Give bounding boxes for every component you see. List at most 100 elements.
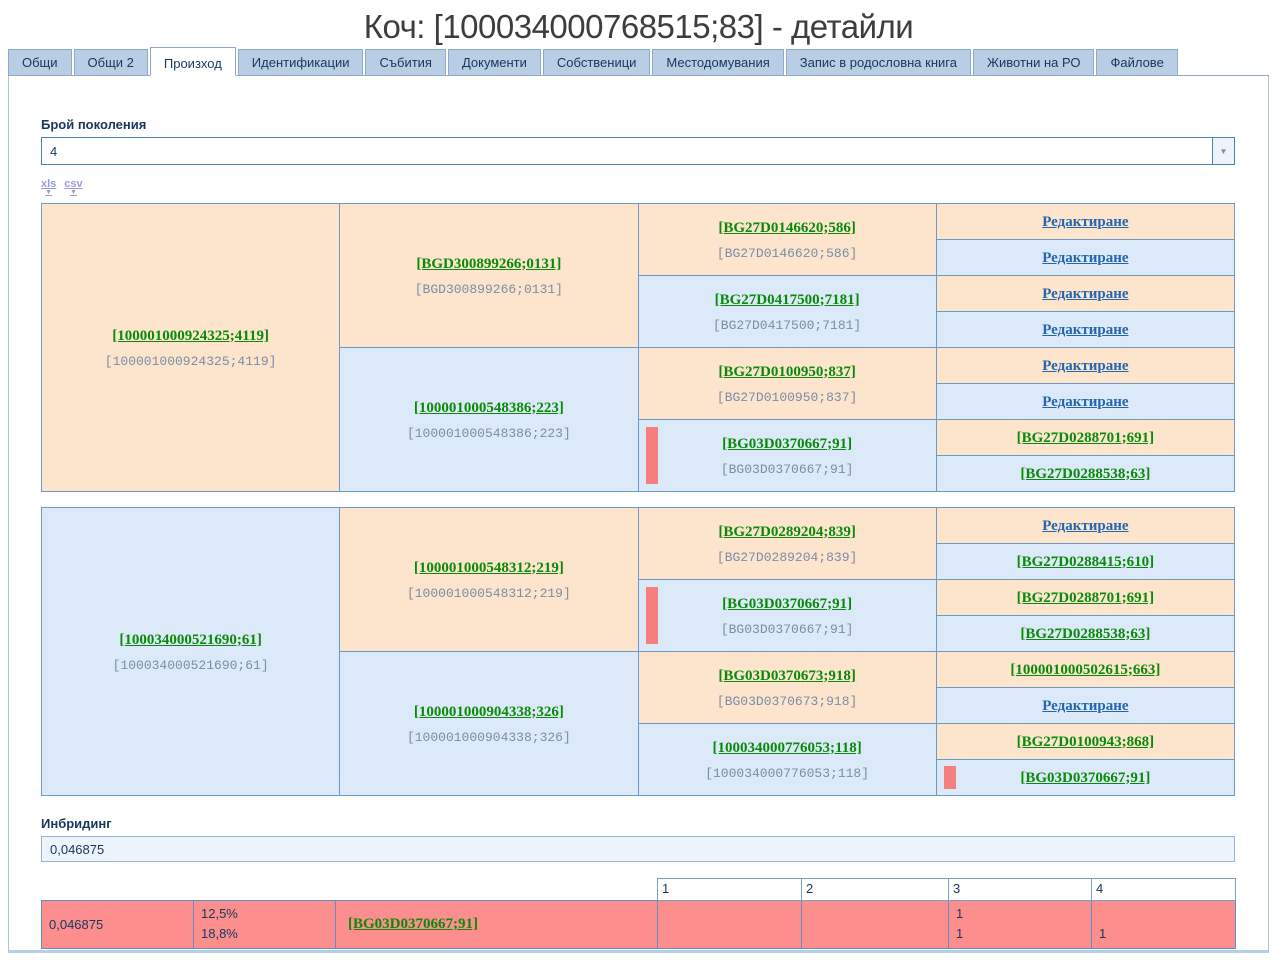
generation-count-cell: 1 1	[948, 900, 1092, 949]
tab-obshti[interactable]: Общи	[8, 49, 72, 75]
pedigree-cell-gen4: Редактиране	[935, 687, 1236, 724]
pedigree-table-dam: [100034000521690;61] [100034000521690;61…	[40, 507, 1236, 796]
generations-select-button[interactable]: ▼	[1213, 137, 1235, 165]
download-arrow-icon: ▼	[70, 189, 77, 196]
animal-link[interactable]: [100001000924325;4119]	[112, 327, 269, 344]
animal-code-sub: [BG03D0370673;918]	[716, 693, 858, 709]
pedigree-cell-dam: [100034000521690;61] [100034000521690;61…	[40, 507, 341, 796]
export-xls-link[interactable]: xls ▼	[41, 179, 56, 201]
animal-link[interactable]: [BG03D0370667;91]	[1020, 769, 1151, 786]
edit-link[interactable]: Редактиране	[1042, 213, 1129, 230]
animal-link[interactable]: [BGD300899266;0131]	[416, 255, 562, 272]
animal-code-sub: [100001000904338;326]	[406, 729, 571, 745]
animal-link[interactable]: [100034000776053;118]	[712, 739, 862, 756]
tab-sobstvenici[interactable]: Собственици	[542, 49, 651, 75]
generation-header: 3	[948, 878, 1092, 901]
tab-identifikacii[interactable]: Идентификации	[237, 49, 364, 75]
page-title: Коч: [100034000768515;83] - детайли	[363, 8, 914, 45]
chevron-down-icon: ▼	[1219, 146, 1228, 156]
inbreeding-value-field[interactable]: 0,046875	[41, 836, 1235, 862]
tab-obshti-2[interactable]: Общи 2	[73, 49, 148, 75]
tab-zapis-rodoslovna-kniga[interactable]: Запис в родословна книга	[785, 49, 971, 75]
animal-code-sub: [100001000924325;4119]	[104, 353, 277, 369]
animal-code-sub: [BG27D0417500;7181]	[713, 317, 862, 333]
tab-mestodomuvaniya[interactable]: Местодомувания	[652, 49, 784, 75]
pedigree-cell-gen4: Редактиране	[935, 275, 1236, 312]
edit-link[interactable]: Редактиране	[1042, 249, 1129, 266]
pedigree-cell-gen3: [BG27D0417500;7181] [BG27D0417500;7181]	[637, 275, 937, 348]
tab-dokumenti[interactable]: Документи	[447, 49, 541, 75]
tab-failove[interactable]: Файлове	[1096, 49, 1178, 75]
animal-link[interactable]: [BG03D0370673;918]	[718, 667, 856, 684]
pedigree-cell-gen3: [BG27D0146620;586] [BG27D0146620;586]	[637, 203, 937, 276]
animal-code-sub: [BG27D0100950;837]	[716, 389, 858, 405]
pedigree-cell-gen4: [BG27D0288701;691]	[935, 579, 1236, 616]
generation-count-cell: 1	[1091, 900, 1236, 949]
pedigree-cell-gen3: [BG03D0370673;918] [BG03D0370673;918]	[637, 651, 937, 724]
edit-link[interactable]: Редактиране	[1042, 321, 1129, 338]
animal-link[interactable]: [100034000521690;61]	[119, 631, 262, 648]
tab-content-panel: Брой поколения 4 ▼ xls ▼ csv ▼ [10000100…	[8, 76, 1269, 953]
header-spacer	[194, 879, 336, 901]
animal-link[interactable]: [BG27D0100950;837]	[718, 363, 856, 380]
inbreeding-percents: 12,5% 18,8%	[193, 900, 336, 949]
animal-link[interactable]: [BG27D0146620;586]	[718, 219, 856, 236]
tab-proizhod[interactable]: Произход	[149, 47, 236, 76]
inbreeding-coefficient: 0,046875	[41, 900, 194, 949]
pedigree-cell-gen4: [BG03D0370667;91]	[935, 759, 1236, 796]
generation-header: 4	[1091, 878, 1236, 901]
edit-link[interactable]: Редактиране	[1042, 393, 1129, 410]
export-csv-label: csv	[64, 178, 83, 190]
pedigree-cell-gen3: [BG27D0289204;839] [BG27D0289204;839]	[637, 507, 937, 580]
inbreeding-label: Инбридинг	[41, 816, 112, 831]
edit-link[interactable]: Редактиране	[1042, 357, 1129, 374]
pedigree-cell-gen4: [BG27D0288415;610]	[935, 543, 1236, 580]
generations-select[interactable]: 4 ▼	[41, 137, 1235, 165]
animal-link[interactable]: [BG27D0288538;63]	[1020, 625, 1151, 642]
export-csv-link[interactable]: csv ▼	[64, 179, 82, 201]
animal-link[interactable]: [BG03D0370667;91]	[722, 435, 853, 452]
header-spacer	[336, 879, 658, 901]
export-xls-label: xls	[41, 178, 57, 190]
animal-code-sub: [BG03D0370667;91]	[720, 461, 854, 477]
generation-header: 2	[801, 878, 949, 901]
pedigree-cell-gen4: Редактиране	[935, 203, 1236, 240]
animal-link[interactable]: [BG27D0288415;610]	[1016, 553, 1155, 570]
animal-link[interactable]: [BG27D0289204;839]	[718, 523, 856, 540]
export-links: xls ▼ csv ▼	[41, 179, 1236, 201]
animal-link[interactable]: [BG27D0417500;7181]	[714, 291, 860, 308]
animal-link[interactable]: [BG27D0100943;868]	[1016, 733, 1155, 750]
pedigree-cell-gen2: [100001000548386;223] [100001000548386;2…	[339, 347, 639, 492]
pedigree-cell-gen3: [BG27D0100950;837] [BG27D0100950;837]	[637, 347, 937, 420]
edit-link[interactable]: Редактиране	[1042, 697, 1129, 714]
animal-link[interactable]: [100001000548386;223]	[413, 399, 564, 416]
edit-link[interactable]: Редактиране	[1042, 285, 1129, 302]
animal-link[interactable]: [BG27D0288538;63]	[1020, 465, 1151, 482]
edit-link[interactable]: Редактиране	[1042, 517, 1129, 534]
inbreeding-marker-bar	[943, 766, 956, 789]
animal-link[interactable]: [BG03D0370667;91]	[722, 595, 853, 612]
tab-zhivotni-na-ro[interactable]: Животни на РО	[972, 49, 1095, 75]
pedigree-cell-gen3: [BG03D0370667;91] [BG03D0370667;91]	[637, 419, 937, 492]
animal-link[interactable]: [100001000904338;326]	[413, 703, 564, 720]
generation-header: 1	[657, 878, 802, 901]
pedigree-cell-gen4: [BG27D0100943;868]	[935, 723, 1236, 760]
pedigree-cell-gen4: Редактиране	[935, 311, 1236, 348]
pedigree-cell-gen2: [100001000548312;219] [100001000548312;2…	[339, 507, 639, 652]
tab-bar: Общи Общи 2 Произход Идентификации Събит…	[8, 47, 1269, 76]
animal-link[interactable]: [BG27D0288701;691]	[1016, 429, 1155, 446]
animal-link[interactable]: [BG03D0370667;91]	[348, 916, 478, 932]
animal-code-sub: [BG03D0370667;91]	[720, 621, 854, 637]
pedigree-cell-gen3: [100034000776053;118] [100034000776053;1…	[637, 723, 937, 796]
pedigree-cell-gen4: [100001000502615;663]	[935, 651, 1236, 688]
tab-sabitiya[interactable]: Събития	[365, 49, 446, 75]
animal-link[interactable]: [100001000548312;219]	[413, 559, 564, 576]
animal-link[interactable]: [BG27D0288701;691]	[1016, 589, 1155, 606]
animal-code-sub: [100034000776053;118]	[705, 765, 870, 781]
generation-count-cell	[801, 900, 949, 949]
header-spacer	[42, 879, 194, 901]
pedigree-cell-gen4: [BG27D0288538;63]	[935, 615, 1236, 652]
pedigree-cell-sire: [100001000924325;4119] [100001000924325;…	[40, 203, 341, 492]
pedigree-cell-gen4: Редактиране	[935, 347, 1236, 384]
animal-link[interactable]: [100001000502615;663]	[1010, 661, 1161, 678]
